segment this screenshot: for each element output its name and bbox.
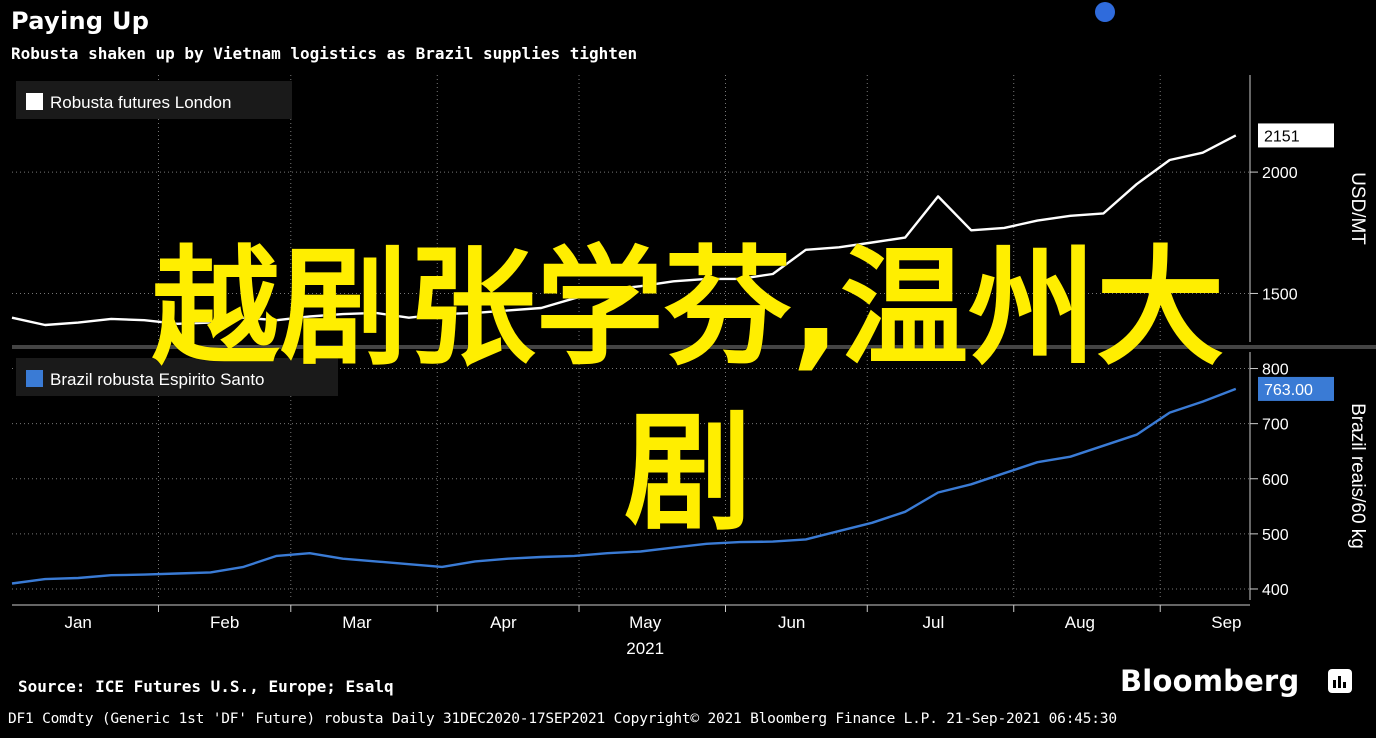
y-tick-label: 700 xyxy=(1262,417,1289,434)
y-tick-label: 600 xyxy=(1262,472,1289,489)
last-value-label: 2151 xyxy=(1264,128,1300,145)
terminal-icon xyxy=(1328,669,1352,693)
y-tick-label: 500 xyxy=(1262,527,1289,544)
y-tick-label: 1500 xyxy=(1262,286,1298,303)
legend-label: Robusta futures London xyxy=(50,93,231,112)
y-tick-label: 800 xyxy=(1262,362,1289,379)
chart-title: Paying Up xyxy=(11,7,150,35)
x-tick-label: Apr xyxy=(490,613,517,632)
x-tick-label: Jun xyxy=(778,613,805,632)
y-axis-title: Brazil reais/60 kg xyxy=(1347,403,1368,549)
x-year-label: 2021 xyxy=(626,639,664,658)
bloomberg-logo: Bloomberg xyxy=(1120,664,1300,698)
legend-box xyxy=(16,358,338,396)
last-value-flag xyxy=(1258,376,1334,401)
legend-box xyxy=(16,81,292,119)
x-tick-label: May xyxy=(629,613,662,632)
legend-swatch xyxy=(26,93,43,110)
x-tick-label: Jul xyxy=(923,613,945,632)
brazil-robusta-line xyxy=(11,387,1237,585)
chart-subtitle: Robusta shaken up by Vietnam logistics a… xyxy=(11,44,638,63)
robusta-london-line xyxy=(11,134,1237,327)
y-tick-label: 2000 xyxy=(1262,165,1298,182)
legend-swatch xyxy=(26,370,43,387)
last-value-flag xyxy=(1258,123,1334,148)
indicator-dot xyxy=(1095,2,1115,22)
y-axis-title: USD/MT xyxy=(1347,172,1368,245)
x-tick-label: Sep xyxy=(1211,613,1241,632)
footer-metadata: DF1 Comdty (Generic 1st 'DF' Future) rob… xyxy=(8,711,1117,727)
overlay-text-line1: 越剧张学芬,温州大 xyxy=(151,234,1225,383)
x-tick-label: Mar xyxy=(342,613,372,632)
last-value-label: 763.00 xyxy=(1264,382,1313,399)
x-tick-label: Feb xyxy=(210,613,239,632)
y-tick-label: 400 xyxy=(1262,582,1289,599)
legend-label: Brazil robusta Espirito Santo xyxy=(50,370,265,389)
source-note: Source: ICE Futures U.S., Europe; Esalq xyxy=(18,677,394,696)
overlay-text-line2: 剧 xyxy=(623,399,752,548)
x-tick-label: Aug xyxy=(1065,613,1095,632)
x-tick-label: Jan xyxy=(64,613,91,632)
